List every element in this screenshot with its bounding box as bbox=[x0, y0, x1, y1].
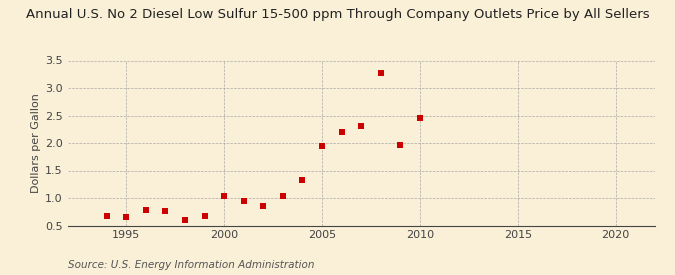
Y-axis label: Dollars per Gallon: Dollars per Gallon bbox=[31, 93, 40, 193]
Point bbox=[258, 204, 269, 208]
Point bbox=[317, 144, 327, 148]
Point bbox=[356, 124, 367, 128]
Point bbox=[277, 194, 288, 198]
Point bbox=[238, 199, 249, 203]
Point bbox=[199, 213, 210, 218]
Point bbox=[101, 214, 112, 218]
Point bbox=[336, 130, 347, 134]
Point bbox=[160, 209, 171, 213]
Point bbox=[375, 71, 386, 75]
Point bbox=[140, 208, 151, 212]
Point bbox=[219, 194, 230, 198]
Point bbox=[180, 218, 190, 222]
Text: Annual U.S. No 2 Diesel Low Sulfur 15-500 ppm Through Company Outlets Price by A: Annual U.S. No 2 Diesel Low Sulfur 15-50… bbox=[26, 8, 649, 21]
Text: Source: U.S. Energy Information Administration: Source: U.S. Energy Information Administ… bbox=[68, 260, 314, 270]
Point bbox=[121, 214, 132, 219]
Point bbox=[414, 116, 425, 120]
Point bbox=[395, 142, 406, 147]
Point bbox=[297, 178, 308, 182]
